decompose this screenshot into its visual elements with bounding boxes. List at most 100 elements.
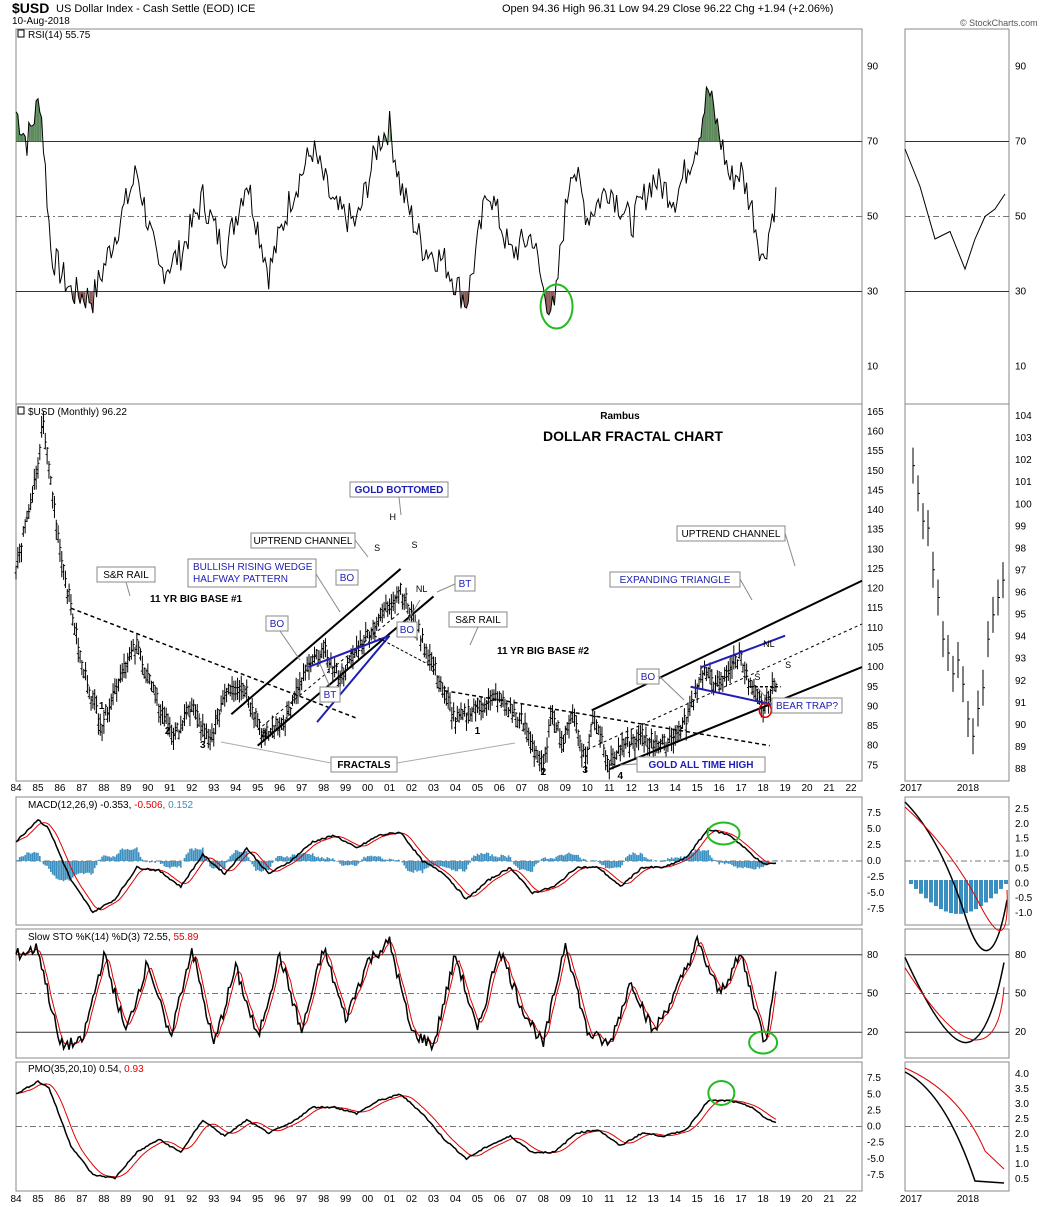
price-tick-label: 115	[867, 603, 883, 614]
x-axis-label-bottom: 85	[32, 1194, 44, 1205]
side-macd-bar	[924, 880, 928, 899]
price-tick-label: 80	[867, 741, 879, 752]
price-main-frame	[15, 403, 863, 782]
rsi-tick-label: 10	[867, 362, 879, 373]
pmo-tick-label: 2.5	[867, 1105, 881, 1116]
price-side-tick-label: 92	[1015, 676, 1027, 687]
side-x-label-bottom: 2017	[900, 1194, 923, 1205]
wedge-upper	[307, 634, 390, 669]
x-axis-label-bottom: 18	[758, 1194, 770, 1205]
x-axis-label-bottom: 04	[450, 1194, 462, 1205]
rsi-tick-label: 30	[867, 287, 879, 298]
x-axis-label-bottom: 94	[230, 1194, 242, 1205]
side-macd-bar	[954, 880, 958, 914]
x-axis-label: 91	[164, 783, 176, 794]
x-axis-label-bottom: 09	[560, 1194, 572, 1205]
x-axis-label: 87	[76, 783, 88, 794]
side-macd-line	[904, 801, 1008, 952]
side-macd-bar	[949, 880, 953, 914]
pmo-title: PMO(35,20,10) 0.54, 0.93	[28, 1064, 144, 1075]
macd-line	[15, 819, 777, 914]
x-axis-label: 93	[208, 783, 220, 794]
x-axis-label-bottom: 91	[164, 1194, 176, 1205]
bt-label-a-leader	[319, 663, 331, 688]
pmo-signal-line	[15, 1083, 777, 1178]
side-macd-bar	[919, 880, 923, 894]
macd-title-part: 0.152	[168, 800, 193, 811]
hs-nl1: NL	[416, 584, 428, 594]
x-axis-label-bottom: 02	[406, 1194, 418, 1205]
rsi-highlight-circle	[539, 283, 574, 330]
sto-tick-label: 50	[867, 989, 879, 1000]
rsi-overbought-fill	[30, 125, 33, 142]
fractal-number: 1	[475, 726, 481, 737]
x-axis-label-bottom: 13	[648, 1194, 660, 1205]
chart-date: 10-Aug-2018	[12, 16, 70, 27]
price-tick-label: 165	[867, 407, 884, 418]
price-side-frame	[904, 403, 1010, 782]
pmo-side-tick-label: 1.0	[1015, 1159, 1029, 1170]
sto-side-tick-label: 80	[1015, 950, 1027, 961]
macd-highlight-circle	[706, 821, 741, 846]
side-sto-line	[904, 957, 1005, 1044]
price-side-tick-label: 93	[1015, 654, 1027, 665]
x-axis-label: 17	[736, 783, 748, 794]
rsi-title-part: RSI(14) 55.75	[28, 30, 91, 41]
fractal-number: 4	[618, 771, 624, 782]
rsi-overbought-fill	[28, 122, 31, 142]
bo-label-a: BO	[340, 573, 355, 584]
x-axis-label-bottom: 92	[186, 1194, 198, 1205]
price-tick-label: 85	[867, 721, 879, 732]
pmo-side-tick-label: 3.5	[1015, 1084, 1029, 1095]
price-tick-label: 150	[867, 466, 884, 477]
gold-bottomed-label-leader	[398, 496, 402, 516]
channel-2-lower	[608, 666, 863, 771]
price-side-tick-label: 99	[1015, 521, 1027, 532]
x-axis-label-bottom: 05	[472, 1194, 484, 1205]
macd-title-part: MACD(12,26,9) -0.353,	[28, 800, 134, 811]
side-macd-bar	[969, 880, 973, 912]
sr-rail-2-label-leader	[469, 626, 479, 646]
x-axis-label: 03	[428, 783, 440, 794]
x-axis-label-bottom: 11	[604, 1194, 615, 1205]
x-axis-label-bottom: 10	[582, 1194, 594, 1205]
price-tick-label: 100	[867, 662, 884, 673]
x-axis-label: 84	[10, 783, 22, 794]
hs-nl2: NL	[763, 639, 775, 649]
price-title-part: $USD (Monthly) 96.22	[28, 407, 127, 418]
price-side-tick-label: 104	[1015, 411, 1032, 422]
symbol: $USD	[12, 0, 50, 16]
bo-label-b-box	[265, 615, 289, 632]
gold-ath-label-leader	[619, 763, 638, 766]
macd-side-tick-label: 0.5	[1015, 863, 1029, 874]
x-axis-label-bottom: 88	[98, 1194, 110, 1205]
x-axis-label: 02	[406, 783, 418, 794]
fractal-number: 2	[541, 767, 547, 778]
sto-title-part: 55.89	[173, 932, 198, 943]
macd-side-tick-label: 1.5	[1015, 834, 1029, 845]
macd-tick-label: 0.0	[867, 856, 881, 867]
wedge-label-line2: HALFWAY PATTERN	[193, 574, 288, 585]
price-side-tick-label: 96	[1015, 588, 1027, 599]
author-label: Rambus	[600, 411, 640, 422]
bo-label-b-leader	[279, 630, 301, 661]
sr-rail-1-label-leader	[125, 581, 131, 597]
uptrend-channel-1-label: UPTREND CHANNEL	[254, 536, 353, 547]
description: US Dollar Index - Cash Settle (EOD) ICE	[56, 3, 256, 15]
fractals-label-box	[330, 756, 398, 773]
wedge-label-line1: BULLISH RISING WEDGE	[193, 562, 313, 573]
side-macd-bar	[1004, 880, 1008, 884]
x-axis-label: 04	[450, 783, 462, 794]
sto-title-part: Slow STO %K(14) %D(3) 72.55,	[28, 932, 173, 943]
bt-label-b-box	[454, 575, 476, 592]
rsi-overbought-fill	[706, 87, 709, 142]
price-side-tick-label: 95	[1015, 610, 1027, 621]
price-tick-label: 120	[867, 584, 884, 595]
side-macd-bar	[999, 880, 1003, 889]
price-tick-label: 145	[867, 485, 884, 496]
side-macd-bar	[929, 880, 933, 903]
fractal-number: 4	[262, 730, 268, 741]
pmo-side-tick-label: 0.5	[1015, 1174, 1029, 1185]
x-axis-label-bottom: 03	[428, 1194, 440, 1205]
watermark: © StockCharts.com	[960, 18, 1038, 28]
